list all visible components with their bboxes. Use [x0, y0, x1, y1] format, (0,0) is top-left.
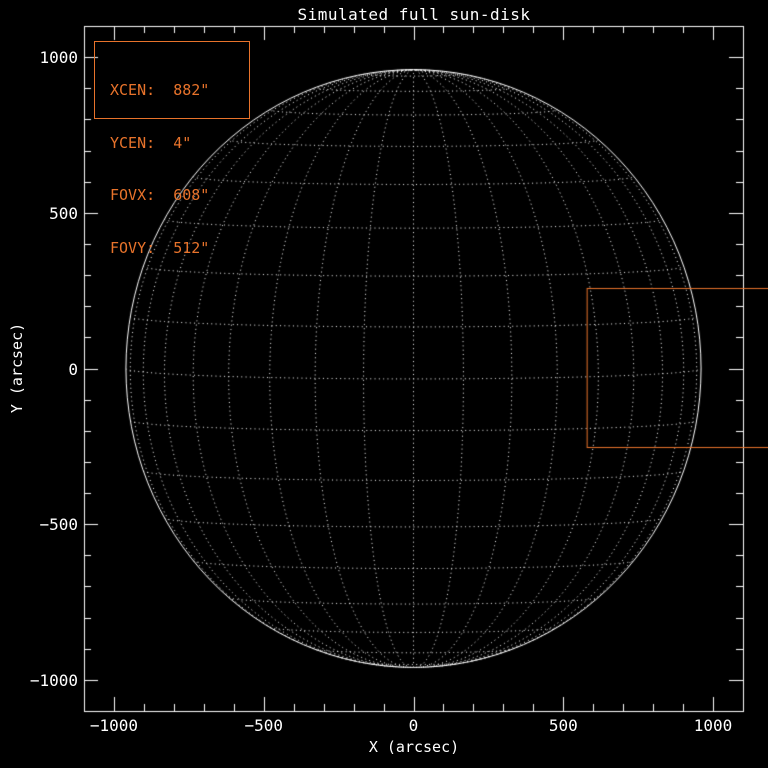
x-axis-label: X (arcsec) [368, 738, 460, 756]
x-tick-label: −500 [244, 716, 283, 735]
y-tick-label: 0 [68, 359, 78, 379]
y-tick-label: −1000 [29, 670, 78, 690]
plot-title: Simulated full sun-disk [297, 5, 531, 24]
y-tick-label: −500 [39, 515, 78, 535]
y-tick-label: 1000 [39, 48, 78, 68]
y-tick-label: 500 [49, 203, 78, 223]
x-tick-label: 1000 [693, 716, 733, 735]
fov-info-line-xcen: XCEN: 882" [110, 81, 210, 99]
fov-info-line-ycen: YCEN: 4" [110, 133, 192, 152]
x-tick-label: 500 [548, 716, 578, 735]
fov-info-line-fovx: FOVX: 608" [110, 186, 210, 204]
x-tick-label: −1000 [89, 716, 139, 735]
fov-info-box: XCEN: 882" YCEN: 4" FOVX: 608" FOVY: 512… [94, 41, 250, 256]
fov-info-line-fovy: FOVY: 512" [110, 238, 210, 257]
x-tick-label: 0 [408, 716, 419, 735]
